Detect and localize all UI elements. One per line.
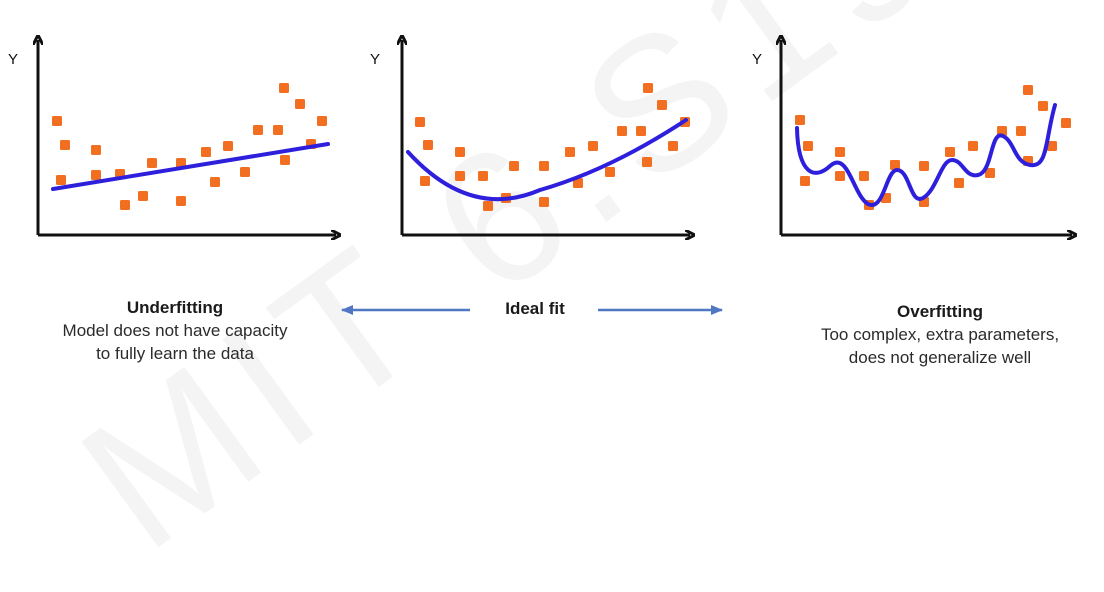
- data-point: [420, 176, 430, 186]
- data-point: [223, 141, 233, 151]
- data-points: [52, 83, 327, 210]
- data-point: [253, 125, 263, 135]
- data-point: [91, 170, 101, 180]
- underfitting-line2: to fully learn the data: [96, 344, 254, 363]
- data-point: [176, 196, 186, 206]
- data-point: [945, 147, 955, 157]
- data-point: [478, 171, 488, 181]
- data-point: [835, 147, 845, 157]
- data-point: [668, 141, 678, 151]
- data-point: [295, 99, 305, 109]
- data-point: [859, 171, 869, 181]
- data-point: [91, 145, 101, 155]
- data-point: [588, 141, 598, 151]
- data-point: [273, 125, 283, 135]
- data-point: [539, 161, 549, 171]
- data-point: [539, 197, 549, 207]
- panel-underfitting: Y: [8, 40, 336, 235]
- data-point: [919, 161, 929, 171]
- overfitting-caption: Overfitting Too complex, extra parameter…: [780, 300, 1100, 369]
- fit-line: [51, 142, 330, 191]
- data-point: [803, 141, 813, 151]
- data-point: [968, 141, 978, 151]
- data-point: [455, 171, 465, 181]
- data-point: [573, 178, 583, 188]
- overfit-curve: [795, 103, 1057, 207]
- ideal-fit-label: Ideal fit: [505, 299, 565, 318]
- data-point: [605, 167, 615, 177]
- y-axis-label: Y: [752, 51, 762, 68]
- data-point: [636, 126, 646, 136]
- data-point: [1061, 118, 1071, 128]
- data-point: [210, 177, 220, 187]
- data-point: [642, 157, 652, 167]
- data-point: [800, 176, 810, 186]
- data-point: [795, 115, 805, 125]
- fit-curve: [406, 118, 688, 202]
- data-point: [890, 160, 900, 170]
- overfitting-title: Overfitting: [897, 302, 983, 321]
- plots-canvas: Y Y Y: [8, 0, 1104, 315]
- data-point: [835, 171, 845, 181]
- overfitting-line1: Too complex, extra parameters,: [820, 325, 1060, 344]
- data-point: [657, 100, 667, 110]
- data-point: [56, 175, 66, 185]
- data-point: [138, 191, 148, 201]
- data-point: [415, 117, 425, 127]
- data-points: [795, 85, 1071, 210]
- overfitting-line2: does not generalize well: [848, 348, 1032, 367]
- data-point: [954, 178, 964, 188]
- data-point: [147, 158, 157, 168]
- data-point: [280, 155, 290, 165]
- data-point: [1023, 85, 1033, 95]
- data-point: [985, 168, 995, 178]
- data-point: [483, 201, 493, 211]
- panel-ideal-fit: Y: [370, 40, 690, 235]
- y-axis-label: Y: [8, 51, 18, 68]
- data-point: [455, 147, 465, 157]
- data-point: [176, 158, 186, 168]
- data-point: [423, 140, 433, 150]
- data-point: [52, 116, 62, 126]
- underfitting-caption: Underfitting Model does not have capacit…: [30, 296, 320, 365]
- data-points: [415, 83, 690, 211]
- data-point: [279, 83, 289, 93]
- data-point: [201, 147, 211, 157]
- data-point: [60, 140, 70, 150]
- data-point: [317, 116, 327, 126]
- data-point: [565, 147, 575, 157]
- data-point: [1038, 101, 1048, 111]
- y-axis-label: Y: [370, 51, 380, 68]
- data-point: [617, 126, 627, 136]
- data-point: [643, 83, 653, 93]
- data-point: [1016, 126, 1026, 136]
- panel-overfitting: Y: [752, 40, 1072, 235]
- underfitting-title: Underfitting: [126, 298, 224, 317]
- data-point: [240, 167, 250, 177]
- underfitting-line1: Model does not have capacity: [62, 321, 288, 340]
- data-point: [509, 161, 519, 171]
- figure: MIT 6.S191 Y Y: [8, 0, 1104, 590]
- data-point: [120, 200, 130, 210]
- data-point: [1047, 141, 1057, 151]
